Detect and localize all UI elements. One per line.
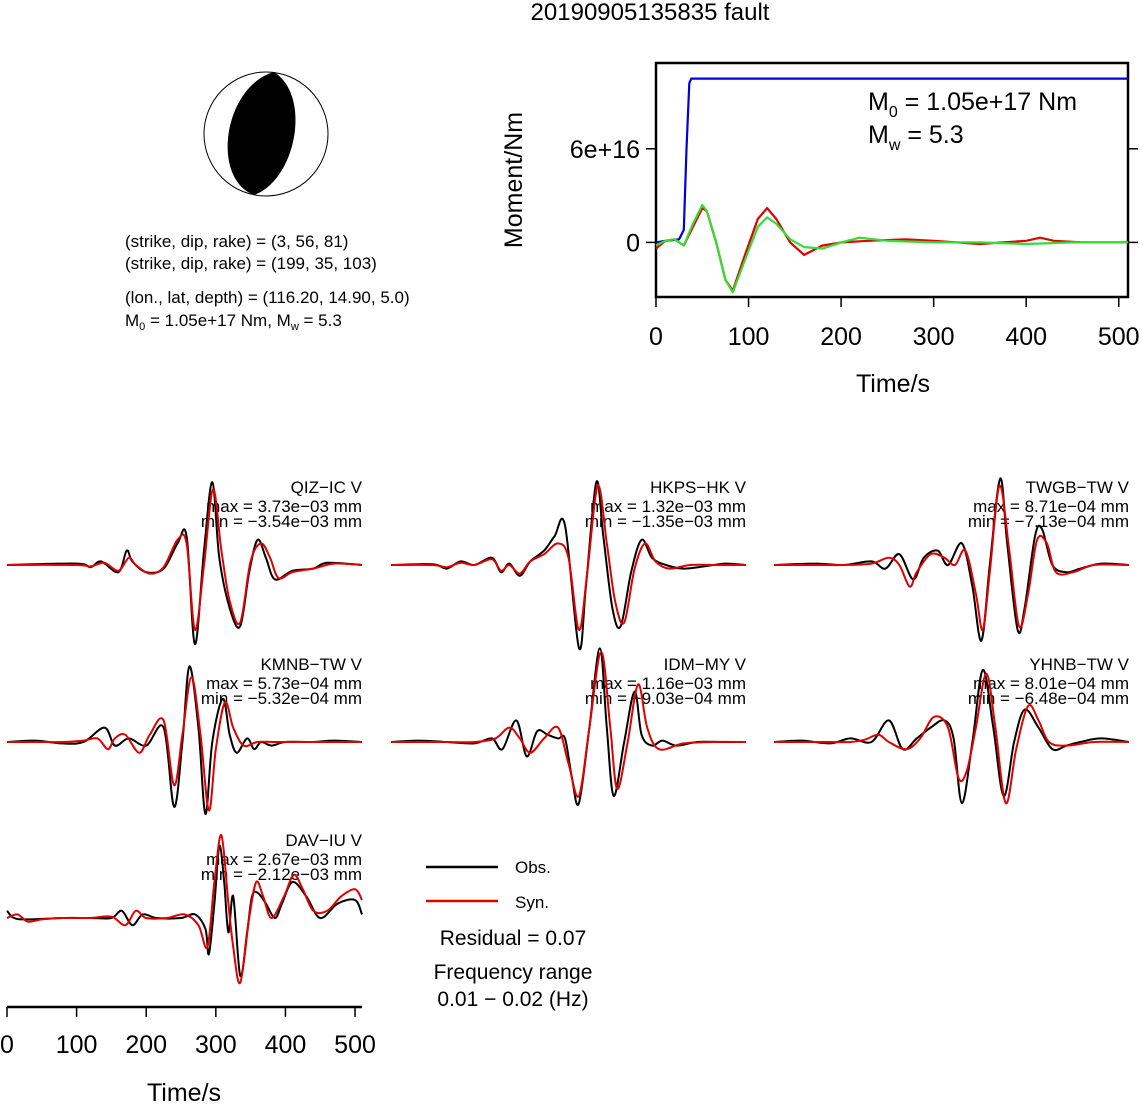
moment-y-tick-label: 0 <box>626 229 640 257</box>
synthetic-waveform <box>6 488 363 631</box>
synthetic-waveform <box>6 834 363 985</box>
frequency-range-label: Frequency range <box>434 961 593 984</box>
legend-syn-label: Syn. <box>515 893 549 912</box>
figure-title: 20190905135835 fault <box>531 0 770 26</box>
moment-x-tick-label: 300 <box>913 323 955 351</box>
waveform-legend: Obs. Syn. <box>426 858 551 912</box>
station-max-amplitude: max = 1.16e−03 mm <box>590 674 746 693</box>
station-max-amplitude: max = 8.01e−04 mm <box>973 674 1129 693</box>
waveform-x-axis-label: Time/s <box>147 1079 221 1104</box>
synthetic-waveform <box>390 484 746 631</box>
moment-x-tick-label: 200 <box>820 323 862 351</box>
station-min-amplitude: min = −5.32e−04 mm <box>201 689 362 708</box>
nodal-plane-1: (strike, dip, rake) = (3, 56, 81) <box>125 232 348 251</box>
beachball-compressional-quadrant <box>227 72 296 195</box>
nodal-plane-2: (strike, dip, rake) = (199, 35, 103) <box>125 254 377 273</box>
moment-x-tick-label: 500 <box>1098 323 1140 351</box>
station-max-amplitude: max = 3.73e−03 mm <box>206 497 362 516</box>
moment-x-tick-label: 100 <box>728 323 770 351</box>
synthetic-waveform <box>773 672 1130 805</box>
observed-waveform <box>390 647 746 806</box>
station-name: QIZ−IC V <box>291 478 363 497</box>
station-name: TWGB−TW V <box>1026 478 1130 497</box>
waveform-x-tick-label: 0 <box>0 1031 14 1059</box>
mechanism-text: (strike, dip, rake) = (3, 56, 81) (strik… <box>125 232 410 333</box>
observed-waveform <box>6 665 363 816</box>
station-name: YHNB−TW V <box>1029 655 1129 674</box>
waveform-x-tick-label: 300 <box>195 1031 237 1059</box>
station-min-amplitude: min = −7.13e−04 mm <box>968 512 1129 531</box>
waveform-x-tick-label: 500 <box>334 1031 376 1059</box>
station-name: HKPS−HK V <box>650 478 747 497</box>
station-min-amplitude: min = −9.03e−04 mm <box>585 689 746 708</box>
moment-x-tick-label: 400 <box>1005 323 1047 351</box>
moment-y-axis-label: Moment/Nm <box>500 112 528 248</box>
waveform-time-axis: Time/s 0 100 200 300 400 500 <box>0 1005 376 1104</box>
station-max-amplitude: max = 5.73e−04 mm <box>206 674 362 693</box>
observed-waveform <box>773 668 1130 805</box>
waveform-x-tick-label: 100 <box>56 1031 98 1059</box>
moment-x-axis-label: Time/s <box>856 370 930 398</box>
waveform-x-tick-label: 400 <box>265 1031 307 1059</box>
moment-series-2 <box>655 203 1128 294</box>
station-max-amplitude: max = 8.71e−04 mm <box>973 497 1129 516</box>
station-name: KMNB−TW V <box>260 655 362 674</box>
moment-magnitude-line: M0 = 1.05e+17 Nm, Mw = 5.3 <box>125 311 342 333</box>
station-min-amplitude: min = −1.35e−03 mm <box>585 512 746 531</box>
synthetic-waveform <box>773 484 1130 631</box>
observed-waveform <box>6 481 363 646</box>
frequency-range-value: 0.01 − 0.02 (Hz) <box>437 988 588 1011</box>
station-name: IDM−MY V <box>664 655 747 674</box>
station-min-amplitude: min = −3.54e−03 mm <box>201 512 362 531</box>
station-min-amplitude: min = −6.48e−04 mm <box>968 689 1129 708</box>
station-max-amplitude: max = 2.67e−03 mm <box>206 850 362 869</box>
moment-x-tick-label: 0 <box>649 323 663 351</box>
moment-annotation-mw: Mw = 5.3 <box>868 121 964 154</box>
moment-annotation-m0: M0 = 1.05e+17 Nm <box>868 88 1077 121</box>
moment-y-tick-label: 6e+16 <box>570 136 640 164</box>
residual-text: Residual = 0.07 <box>440 927 587 950</box>
legend-obs-label: Obs. <box>515 858 551 877</box>
station-max-amplitude: max = 1.32e−03 mm <box>590 497 746 516</box>
synthetic-waveform <box>6 676 362 812</box>
station-min-amplitude: min = −2.12e−03 mm <box>201 865 362 884</box>
station-name: DAV−IU V <box>285 831 362 850</box>
moment-series-1 <box>655 207 1128 292</box>
beachball-diagram <box>203 71 329 197</box>
hypocenter-location: (lon., lat, depth) = (116.20, 14.90, 5.0… <box>125 288 410 307</box>
synthetic-waveform <box>390 650 747 798</box>
moment-plot-frame <box>654 61 1130 299</box>
waveform-x-tick-label: 200 <box>125 1031 167 1059</box>
